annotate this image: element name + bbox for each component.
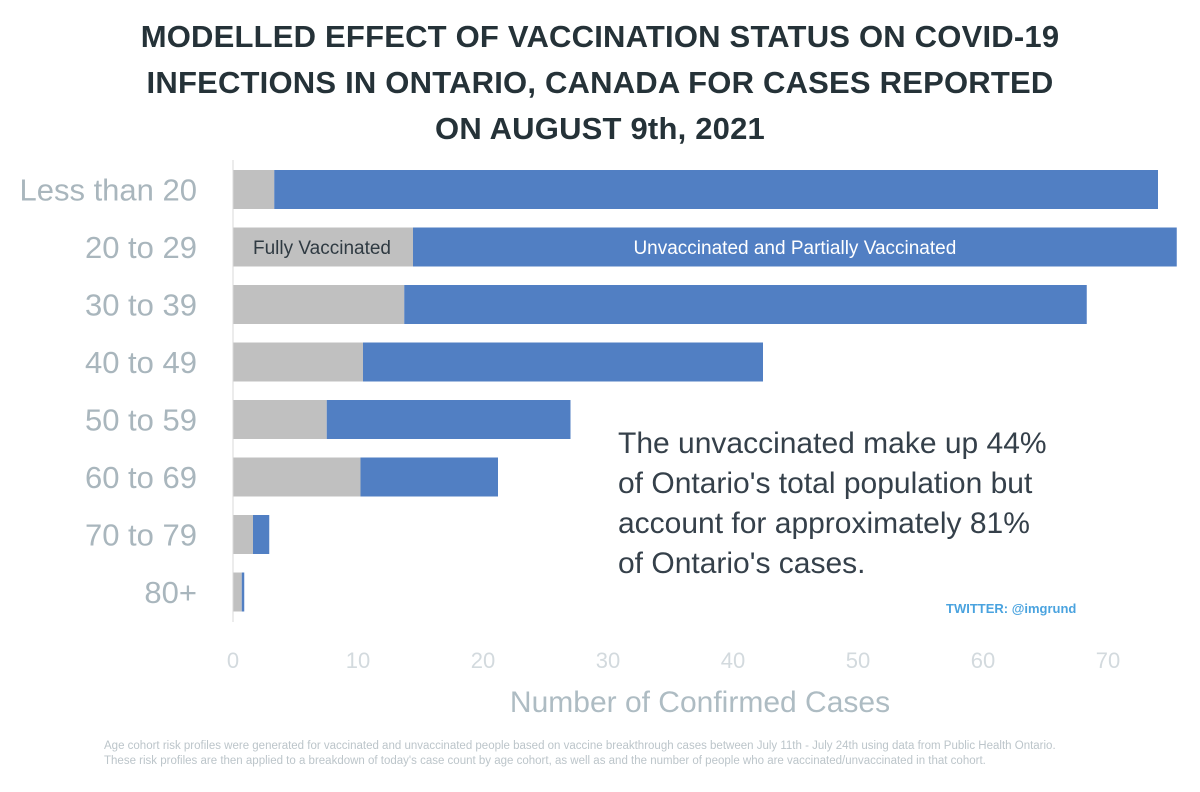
bar-fully-vaccinated-3 [233,342,363,382]
category-label-1: 20 to 29 [85,230,197,265]
category-label-0: Less than 20 [19,173,197,208]
title-line-2: INFECTIONS IN ONTARIO, CANADA FOR CASES … [146,65,1054,100]
x-tick-label-5: 50 [846,648,870,673]
bar-unvaccinated-2 [404,285,1087,324]
bar-unvaccinated-5 [360,457,498,497]
bar-fully-vaccinated-6 [233,515,253,554]
bars-group: Fully Vaccinated Unvaccinated and Partial… [233,170,1177,612]
category-label-2: 30 to 39 [85,288,197,323]
x-tick-label-1: 10 [346,648,370,673]
category-labels: Less than 20 20 to 29 30 to 39 40 to 49 50 t… [19,173,197,611]
twitter-credit: TWITTER: @imgrund [946,601,1077,616]
title-line-1: MODELLED EFFECT OF VACCINATION STATUS ON… [140,19,1060,54]
annotation: The unvaccinated make up 44% of Ontario'… [618,424,1118,584]
x-tick-label-6: 60 [971,648,995,673]
bar-chart: Fully Vaccinated Unvaccinated and Partial… [19,160,1177,719]
annotation-line-2: of Ontario's total population but [618,467,1033,500]
bar-unvaccinated-7 [241,572,245,612]
x-tick-label-4: 40 [721,648,745,673]
footnote-line-1: Age cohort risk profiles were generated … [104,740,1056,752]
bar-unvaccinated-4 [326,400,571,439]
bar-unvaccinated-3 [363,342,763,382]
category-label-6: 70 to 79 [85,518,197,553]
x-tick-label-7: 70 [1096,648,1120,673]
title-line-3: ON AUGUST 9th, 2021 [435,111,765,146]
bar-fully-vaccinated-5 [233,457,361,497]
bar-fully-vaccinated-2 [233,285,405,324]
category-label-5: 60 to 69 [85,460,197,495]
annotation-line-4: of Ontario's cases. [618,547,866,580]
annotation-line-3: account for approximately 81% [618,507,1030,540]
x-tick-label-2: 20 [471,648,495,673]
x-tick-label-3: 30 [596,648,620,673]
bar-fully-vaccinated-0 [233,170,275,209]
chart-title: MODELLED EFFECT OF VACCINATION STATUS ON… [0,14,1200,152]
bar-unvaccinated-1 [413,227,1177,267]
bar-fully-vaccinated-1 [233,227,413,267]
footnote: Age cohort risk profiles were generated … [104,739,1164,769]
bar-unvaccinated-0 [274,170,1158,209]
annotation-line-1: The unvaccinated make up 44% [618,427,1047,460]
x-tick-label-0: 0 [227,648,239,673]
x-tick-labels: 0 10 20 30 40 50 60 70 [227,648,1120,673]
series-label-unvaccinated: Unvaccinated and Partially Vaccinated [633,238,956,259]
category-label-7: 80+ [144,575,197,610]
category-label-4: 50 to 59 [85,403,197,438]
footnote-line-2: These risk profiles are then applied to … [104,755,986,767]
series-label-fully-vaccinated: Fully Vaccinated [253,238,391,259]
bar-unvaccinated-6 [253,515,270,554]
bar-fully-vaccinated-4 [233,400,327,439]
bar-fully-vaccinated-7 [233,572,242,612]
category-label-3: 40 to 49 [85,345,197,380]
x-axis-label: Number of Confirmed Cases [510,686,890,719]
